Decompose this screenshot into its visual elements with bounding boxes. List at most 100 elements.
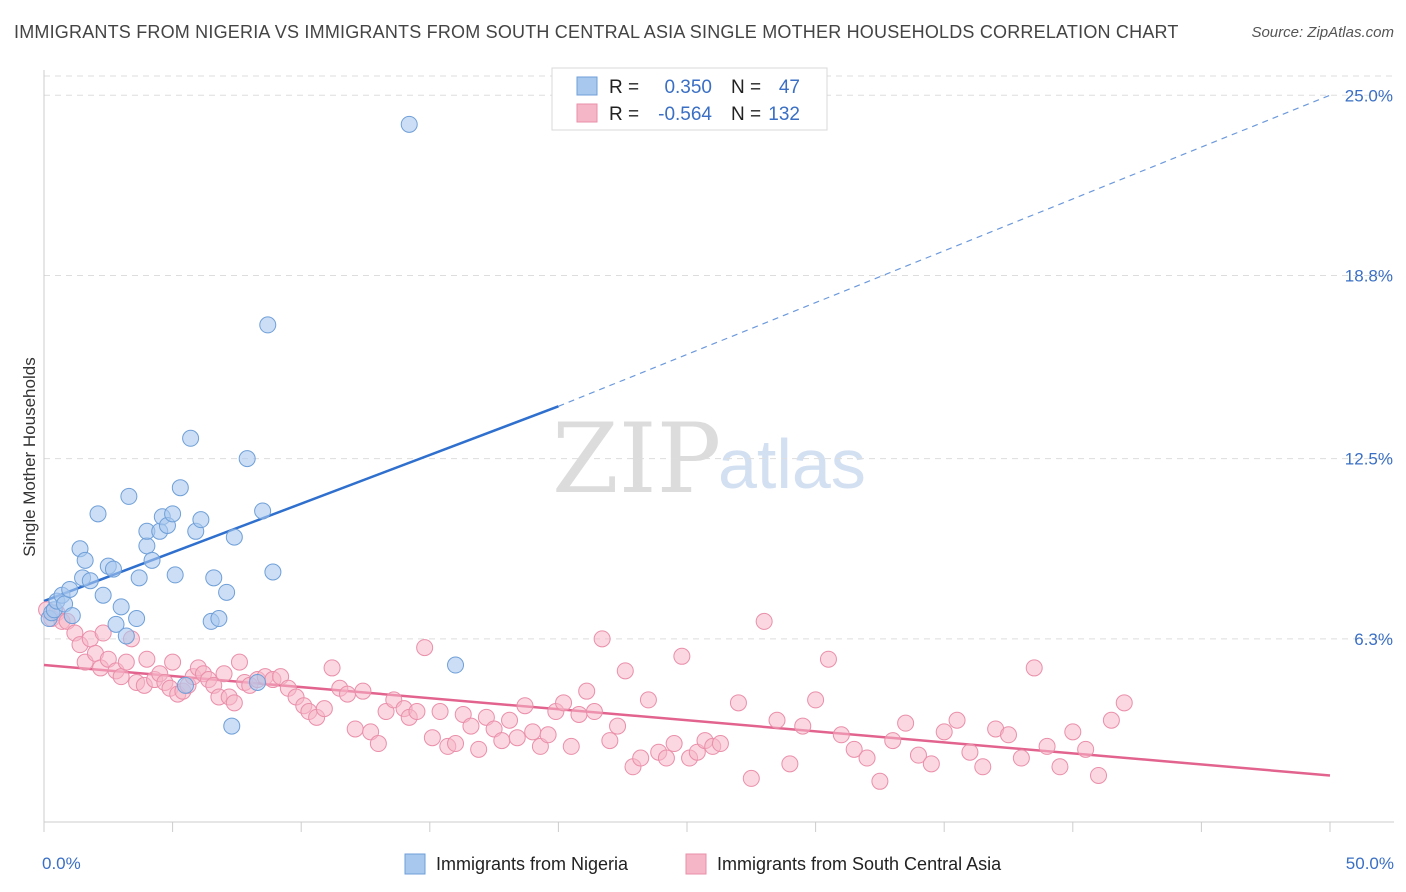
x-tick-labels: 0.0% 50.0%: [42, 854, 1394, 873]
legend-swatch-nigeria: [576, 76, 598, 96]
data-point-south-central-asia: [807, 691, 825, 709]
data-point-south-central-asia: [578, 682, 596, 700]
data-point-south-central-asia: [416, 639, 434, 657]
data-point-nigeria: [218, 583, 236, 601]
data-point-south-central-asia: [845, 740, 863, 758]
data-point-south-central-asia: [909, 746, 927, 764]
data-point-south-central-asia: [315, 700, 333, 718]
data-point-south-central-asia: [408, 703, 426, 721]
data-point-nigeria: [117, 627, 135, 645]
legend-swatch-south-central-asia: [576, 103, 598, 123]
data-point-south-central-asia: [665, 735, 683, 753]
data-point-nigeria: [205, 569, 223, 587]
data-point-south-central-asia: [462, 717, 480, 735]
data-point-south-central-asia: [961, 743, 979, 761]
data-point-south-central-asia: [369, 735, 387, 753]
data-point-south-central-asia: [516, 697, 534, 715]
data-point-south-central-asia: [632, 749, 650, 767]
data-point-south-central-asia: [570, 705, 588, 723]
legend-r-value-nigeria: 0.350: [664, 77, 712, 98]
data-point-south-central-asia: [94, 624, 112, 642]
series-south-central-asia: [38, 601, 1133, 790]
data-point-nigeria: [238, 450, 256, 468]
bottom-legend-label-south-central-asia: Immigrants from South Central Asia: [717, 854, 1002, 874]
source-label: Source: ZipAtlas.com: [1251, 24, 1394, 41]
legend-n-label-nigeria: N =: [731, 77, 761, 98]
data-point-south-central-asia: [138, 650, 156, 668]
data-point-nigeria: [104, 560, 122, 578]
data-point-south-central-asia: [948, 711, 966, 729]
data-point-south-central-asia: [164, 653, 182, 671]
data-point-south-central-asia: [1000, 726, 1017, 744]
data-point-south-central-asia: [935, 723, 953, 741]
data-point-south-central-asia: [974, 758, 992, 776]
data-point-south-central-asia: [112, 668, 130, 686]
data-point-south-central-asia: [354, 682, 372, 700]
data-point-south-central-asia: [501, 711, 519, 729]
data-point-nigeria: [182, 429, 200, 447]
data-point-nigeria: [264, 563, 282, 581]
data-point-nigeria: [447, 656, 465, 674]
correlation-legend: R = 0.350 N = 47 R = -0.564 N = 132: [551, 67, 828, 131]
data-point-nigeria: [94, 586, 112, 604]
data-point-south-central-asia: [922, 755, 940, 773]
data-point-nigeria: [166, 566, 184, 584]
data-point-nigeria: [225, 528, 243, 546]
data-point-south-central-asia: [794, 717, 812, 735]
watermark-atlas: atlas: [718, 425, 866, 503]
bottom-legend-label-nigeria: Immigrants from Nigeria: [436, 854, 629, 874]
data-point-nigeria: [400, 115, 418, 133]
y-tick-labels: 6.3% 12.5% 18.8% 25.0%: [1345, 86, 1393, 649]
data-point-nigeria: [254, 502, 272, 520]
series-nigeria: [40, 115, 465, 735]
data-point-nigeria: [130, 569, 148, 587]
legend-n-value-nigeria: 47: [779, 77, 800, 98]
data-point-south-central-asia: [230, 653, 248, 671]
data-point-nigeria: [138, 537, 156, 555]
x-tick-label-min: 0.0%: [42, 854, 81, 873]
data-point-nigeria: [210, 610, 228, 628]
data-point-south-central-asia: [1077, 740, 1095, 758]
trend-line-nigeria: [43, 405, 559, 603]
data-point-south-central-asia: [639, 691, 657, 709]
data-point-south-central-asia: [447, 735, 465, 753]
data-point-south-central-asia: [819, 650, 837, 668]
data-point-nigeria: [128, 610, 146, 628]
data-point-south-central-asia: [470, 740, 488, 758]
data-point-south-central-asia: [215, 665, 233, 683]
bottom-legend-swatch-nigeria: [404, 853, 426, 875]
data-point-south-central-asia: [117, 653, 135, 671]
data-point-south-central-asia: [884, 732, 902, 750]
data-point-south-central-asia: [493, 732, 511, 750]
legend-r-label-south-central-asia: R =: [609, 104, 639, 125]
data-point-south-central-asia: [729, 694, 747, 712]
legend-n-value-south-central-asia: 132: [768, 104, 800, 125]
watermark: ZIP atlas: [552, 403, 866, 515]
y-tick-label: 12.5%: [1345, 450, 1393, 469]
data-point-nigeria: [63, 607, 81, 625]
data-point-south-central-asia: [1025, 659, 1043, 677]
data-point-south-central-asia: [673, 647, 691, 665]
data-point-south-central-asia: [832, 726, 850, 744]
data-point-south-central-asia: [1038, 737, 1056, 755]
data-point-nigeria: [61, 580, 79, 598]
data-point-nigeria: [81, 572, 99, 590]
data-point-nigeria: [120, 487, 138, 505]
data-point-south-central-asia: [755, 612, 773, 630]
data-point-nigeria: [192, 511, 210, 529]
data-point-south-central-asia: [1064, 723, 1082, 741]
data-point-south-central-asia: [508, 729, 526, 747]
data-point-nigeria: [223, 717, 241, 735]
x-tick-label-max: 50.0%: [1346, 854, 1394, 873]
bottom-legend-swatch-south-central-asia: [685, 853, 707, 875]
y-tick-label: 6.3%: [1354, 630, 1393, 649]
data-point-south-central-asia: [539, 726, 557, 744]
data-point-south-central-asia: [742, 769, 760, 787]
data-point-nigeria: [76, 551, 94, 569]
data-point-south-central-asia: [601, 732, 619, 750]
data-point-nigeria: [259, 316, 277, 334]
y-tick-label: 18.8%: [1345, 266, 1393, 285]
data-point-south-central-asia: [423, 729, 441, 747]
data-point-south-central-asia: [657, 749, 675, 767]
axes: [43, 70, 1394, 832]
